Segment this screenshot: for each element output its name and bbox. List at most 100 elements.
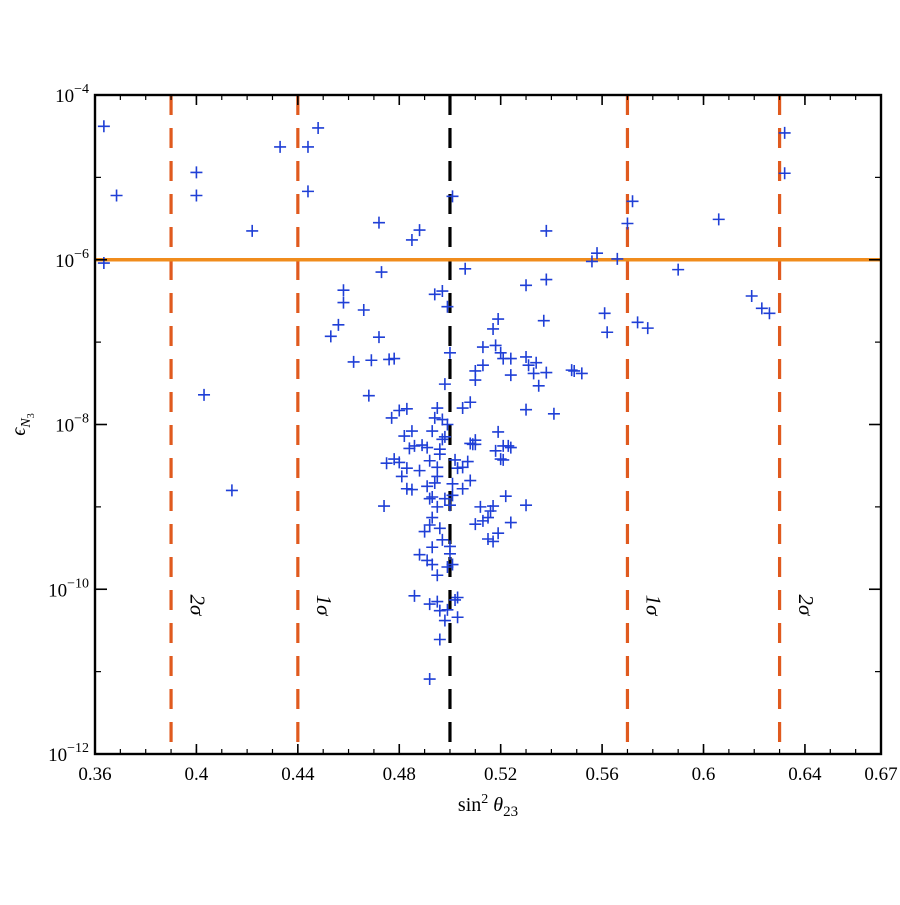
axes-frame-layer <box>93 93 883 756</box>
sigma-label-1: 1σ <box>312 595 336 618</box>
data-point <box>494 346 507 359</box>
data-point <box>492 425 505 438</box>
data-point <box>426 425 439 438</box>
data-point <box>497 352 510 365</box>
data-point <box>449 453 462 466</box>
data-point <box>585 255 598 268</box>
data-point <box>301 185 314 198</box>
data-point <box>198 388 211 401</box>
data-point <box>97 120 110 133</box>
data-point <box>423 598 436 611</box>
data-point <box>408 589 421 602</box>
data-point <box>446 489 459 502</box>
data-point <box>380 457 393 470</box>
plot-frame <box>93 93 883 756</box>
data-point <box>403 442 416 455</box>
data-point <box>337 296 350 309</box>
data-point <box>423 454 436 467</box>
data-point <box>433 522 446 535</box>
data-point <box>413 464 426 477</box>
data-point <box>469 518 482 531</box>
data-point <box>575 367 588 380</box>
data-point <box>347 355 360 368</box>
data-point <box>489 339 502 352</box>
data-point <box>520 279 533 292</box>
data-point <box>438 430 451 443</box>
x-tick-label-3: 0.48 <box>383 764 416 785</box>
data-point <box>418 525 431 538</box>
data-point <box>400 402 413 415</box>
data-point <box>537 314 550 327</box>
data-point <box>357 303 370 316</box>
data-point <box>522 359 535 372</box>
data-point <box>487 322 500 335</box>
data-point <box>274 140 287 153</box>
data-point <box>441 300 454 313</box>
data-point <box>395 470 408 483</box>
y-tick-label-0: 10−12 <box>48 741 89 766</box>
data-point <box>489 444 502 457</box>
data-point <box>492 313 505 326</box>
data-point <box>372 331 385 344</box>
data-point <box>446 190 459 203</box>
x-tick-label-0: 0.36 <box>78 764 111 785</box>
data-point <box>413 224 426 237</box>
data-point <box>332 318 345 331</box>
data-points-layer <box>97 120 791 686</box>
data-point <box>540 366 553 379</box>
data-point <box>461 455 474 468</box>
data-point <box>530 356 543 369</box>
data-point <box>441 603 454 616</box>
data-point <box>383 353 396 366</box>
data-point <box>225 484 238 497</box>
y-axis-title: ϵN3 <box>8 413 37 435</box>
data-point <box>393 404 406 417</box>
data-point <box>436 433 449 446</box>
data-point <box>443 499 456 512</box>
y-tick-label-4: 10−4 <box>55 82 89 107</box>
sigma-label-3: 1σ <box>642 595 666 618</box>
data-point <box>464 437 477 450</box>
data-point <box>375 266 388 279</box>
data-point <box>413 548 426 561</box>
data-point <box>451 462 464 475</box>
data-point <box>504 369 517 382</box>
data-point <box>426 511 439 524</box>
data-point <box>416 439 429 452</box>
data-point <box>421 441 434 454</box>
data-point <box>745 289 758 302</box>
data-point <box>428 411 441 424</box>
data-point <box>591 247 604 260</box>
y-tick-label-2: 10−8 <box>55 412 89 437</box>
data-point <box>763 307 776 320</box>
x-tick-label-5: 0.56 <box>585 764 618 785</box>
data-point <box>484 504 497 517</box>
data-point <box>464 396 477 409</box>
data-point <box>400 462 413 475</box>
data-point <box>393 456 406 469</box>
data-point <box>755 302 768 315</box>
data-point <box>426 541 439 554</box>
data-point <box>482 511 494 524</box>
data-point <box>423 518 436 531</box>
data-point <box>520 350 533 363</box>
data-point <box>502 439 515 452</box>
data-point <box>428 476 441 489</box>
data-point <box>712 213 725 226</box>
data-point <box>337 284 350 297</box>
data-point <box>388 352 401 365</box>
data-point <box>446 477 459 490</box>
data-point <box>423 492 436 505</box>
data-point <box>431 595 444 608</box>
data-point <box>324 330 337 343</box>
y-tick-label-3: 10−6 <box>55 247 89 272</box>
data-point <box>433 604 446 617</box>
data-point <box>443 540 456 553</box>
data-point <box>378 500 391 513</box>
data-point <box>601 326 614 339</box>
data-point <box>672 263 685 276</box>
data-point <box>426 490 439 503</box>
data-point <box>441 561 454 574</box>
